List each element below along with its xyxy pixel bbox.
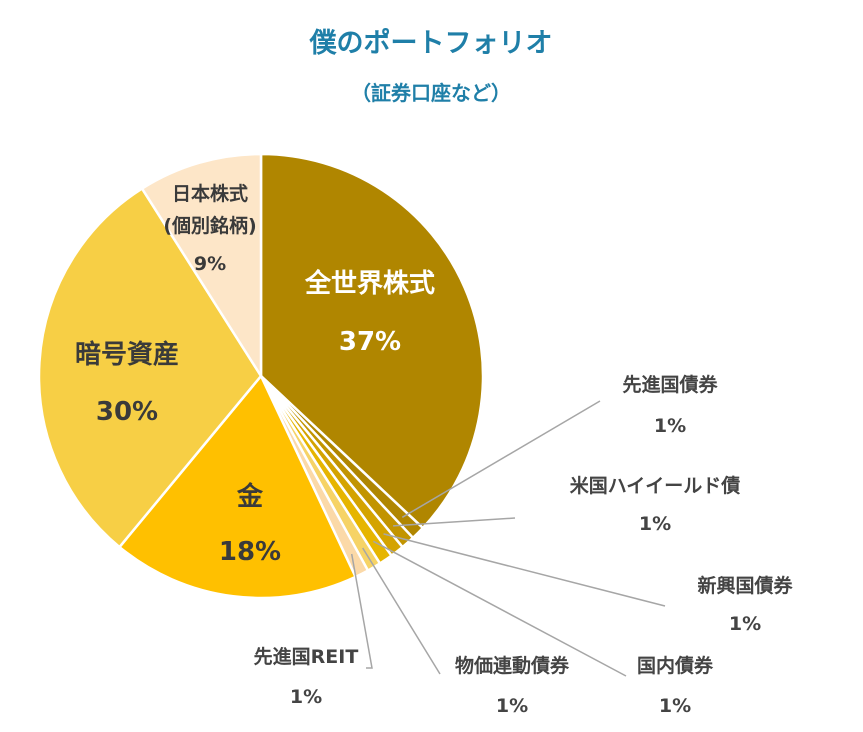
leader-line-3	[393, 517, 516, 527]
slice-labels: 全世界株式 37% 先進国債券 1% 米国ハイイールド債 1% 新興国債券 1% 国内債券 1% 物…	[75, 182, 794, 717]
pie-slices	[37, 152, 485, 600]
chart-title: 僕のポートフォリオ	[309, 28, 553, 59]
slice-value-3: 1%	[639, 513, 671, 535]
slice-label-6: 物価連動債券	[455, 654, 570, 677]
slice-label2-10: (個別銘柄)	[163, 214, 256, 237]
slice-value-10: 9%	[194, 253, 226, 275]
slice-value-7: 1%	[290, 686, 322, 708]
slice-label-4: 新興国債券	[697, 574, 793, 597]
slice-value-9: 30%	[96, 397, 158, 427]
chart-subtitle: （証券口座など）	[351, 81, 511, 105]
leader-line-6	[362, 547, 441, 675]
slice-value-5: 1%	[659, 695, 691, 717]
slice-label-8: 金	[236, 481, 264, 512]
slice-value-6: 1%	[496, 695, 528, 717]
slice-value-8: 18%	[219, 537, 281, 567]
slice-label-5: 国内債券	[637, 654, 714, 677]
pie-slice-1	[259, 152, 485, 530]
leader-line-7	[350, 553, 373, 669]
slice-label-10: 日本株式	[172, 182, 248, 205]
slice-value-4: 1%	[729, 613, 761, 635]
leader-line-4	[383, 533, 666, 607]
slice-label-9: 暗号資産	[75, 339, 179, 370]
slice-label-2: 先進国債券	[622, 373, 718, 396]
slice-label-3: 米国ハイイールド債	[570, 474, 741, 497]
slice-value-1: 37%	[339, 327, 401, 357]
leader-line-2	[401, 400, 601, 518]
slice-label-7: 先進国REIT	[254, 645, 359, 668]
leader-line-5	[372, 540, 627, 677]
pie-slice-10	[140, 152, 263, 378]
leader-lines	[350, 400, 666, 677]
pie-slice-9	[37, 187, 263, 549]
slice-label-1: 全世界株式	[304, 268, 435, 299]
slice-value-2: 1%	[654, 415, 686, 437]
pie-slice-8	[118, 374, 357, 600]
